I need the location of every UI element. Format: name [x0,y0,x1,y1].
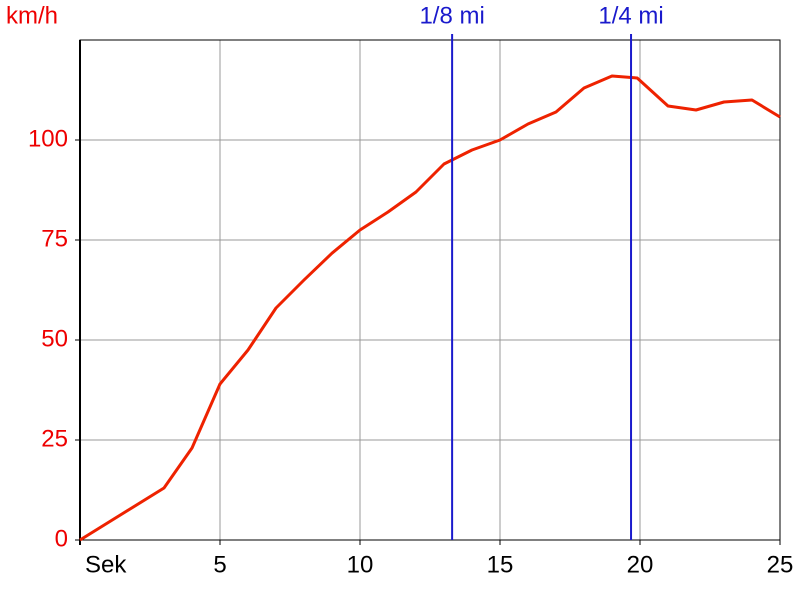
x-tick-label: 5 [213,551,226,578]
y-tick-label: 100 [28,125,68,152]
data-line [79,74,781,542]
distance-marker-label: 1/8 mi [419,2,484,29]
y-tick-label: 25 [41,425,68,452]
x-axis-label: Sek [85,551,127,578]
distance-marker-label: 1/4 mi [598,2,663,29]
x-tick-label: 20 [627,551,654,578]
x-tick-label: 25 [767,551,794,578]
x-tick-label: 10 [347,551,374,578]
y-tick-label: 75 [41,225,68,252]
y-tick-label: 0 [55,525,68,552]
x-tick-label: 15 [487,551,514,578]
y-tick-label: 50 [41,325,68,352]
y-axis-label: km/h [6,2,58,29]
